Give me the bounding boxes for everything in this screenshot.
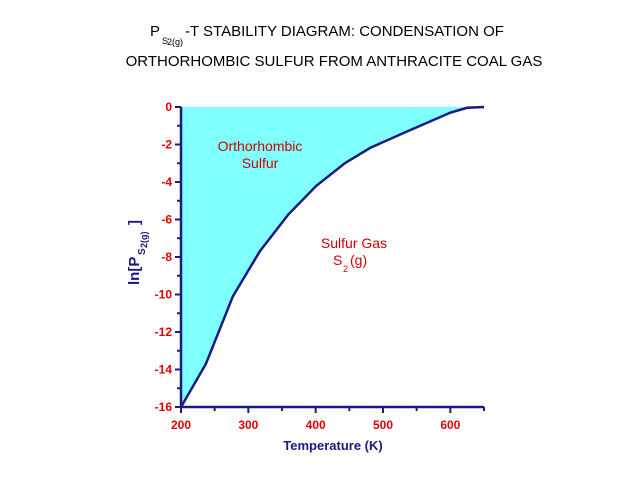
orthorhombic-region-fill [181,107,484,407]
region-label-gas-sub: 2 [343,264,348,274]
phase-boundary-line [179,105,485,408]
title-sub2: 2(g) [167,37,183,47]
y-axis-label: ln[P S 2(g) ] [126,220,149,285]
x-tick-label: 600 [440,418,460,432]
y-tick-label: -6 [161,213,172,227]
region-label-solid-2: Sulfur [242,155,279,171]
x-tick-label: 200 [171,418,191,432]
title-line2: ORTHORHOMBIC SULFUR FROM ANTHRACITE COAL… [126,53,543,70]
y-tick-label: -14 [155,363,173,377]
region-label-gas-s: S [333,252,342,268]
x-tick-label: 300 [238,418,258,432]
region-label-gas-g: (g) [350,252,367,268]
region-label-gas-1: Sulfur Gas [321,235,387,251]
y-tick-label: -4 [161,175,172,189]
title-sub: S [162,36,168,46]
y-label-sub2: 2(g) [139,232,149,249]
y-tick-label: -12 [155,325,173,339]
y-label-suffix: ] [126,220,143,225]
y-tick-label: -8 [161,250,172,264]
x-tick-label: 500 [373,418,393,432]
title-line1: -T STABILITY DIAGRAM: CONDENSATION OF [185,23,504,40]
region-label-solid-1: Orthorhombic [218,138,303,154]
title-p: P [150,23,160,40]
y-tick-label: -10 [155,288,173,302]
y-tick-label: -2 [161,138,172,152]
y-tick-label: 0 [165,100,172,114]
x-tick-label: 400 [306,418,326,432]
y-tick-label: -16 [155,400,173,414]
y-label-prefix: ln[P [126,257,143,285]
y-label-sub: S [137,248,148,255]
x-axis-label: Temperature (K) [283,438,382,453]
